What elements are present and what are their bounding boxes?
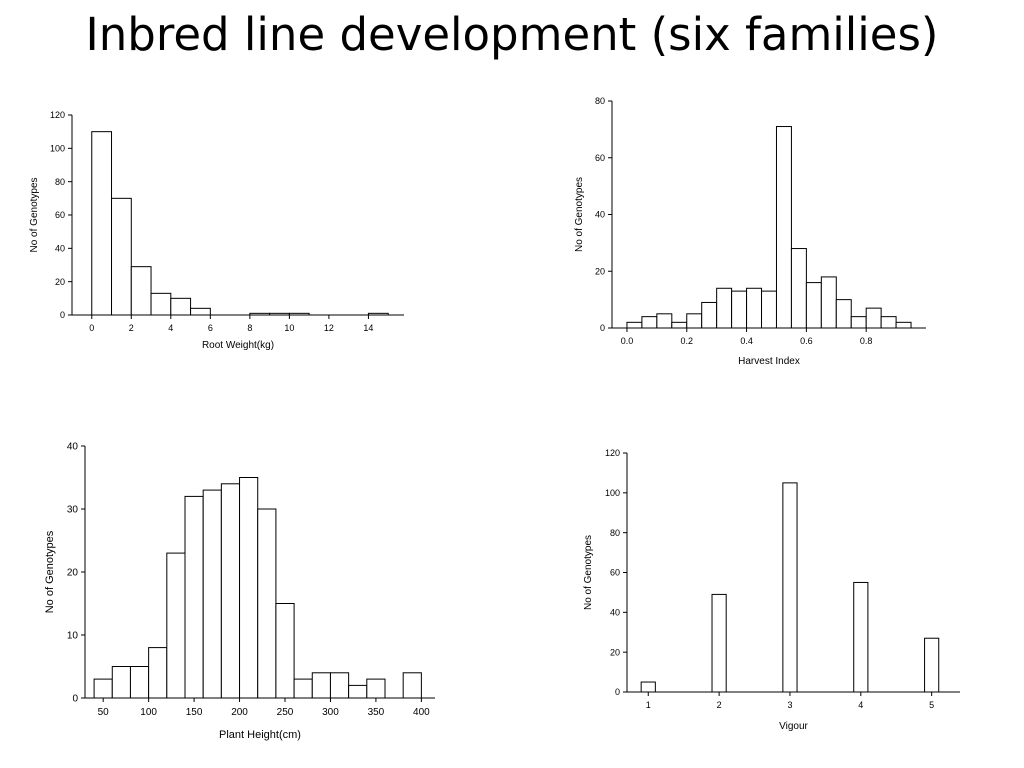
x-tick-label: 8 bbox=[247, 323, 252, 333]
x-tick-label: 0.0 bbox=[621, 336, 634, 346]
x-tick-label: 2 bbox=[717, 700, 722, 710]
histogram-bar bbox=[640, 681, 656, 693]
x-tick-label: 1 bbox=[646, 700, 651, 710]
x-tick-label: 2 bbox=[129, 323, 134, 333]
slide-title: Inbred line development (six families) bbox=[85, 8, 939, 61]
x-tick-label: 0.2 bbox=[681, 336, 694, 346]
x-axis-label: Root Weight(kg) bbox=[202, 340, 274, 351]
y-tick-label: 30 bbox=[67, 505, 79, 516]
y-axis-label: No of Genotypes bbox=[44, 530, 56, 613]
x-tick-label: 0.4 bbox=[740, 336, 753, 346]
x-tick-label: 350 bbox=[368, 707, 385, 718]
y-tick-label: 80 bbox=[595, 96, 605, 106]
y-tick-label: 60 bbox=[55, 210, 65, 220]
y-tick-label: 40 bbox=[595, 210, 605, 220]
histogram-bar bbox=[853, 581, 869, 693]
y-tick-label: 120 bbox=[50, 110, 65, 120]
histogram-bar bbox=[782, 482, 798, 693]
x-tick-label: 3 bbox=[787, 700, 792, 710]
y-axis-label: No of Genotypes bbox=[583, 535, 594, 610]
x-axis-label: Harvest Index bbox=[738, 356, 800, 367]
histogram-bar bbox=[924, 637, 940, 693]
y-tick-label: 20 bbox=[55, 277, 65, 287]
y-tick-label: 0 bbox=[60, 310, 65, 320]
y-tick-label: 100 bbox=[50, 143, 65, 153]
x-tick-label: 4 bbox=[168, 323, 173, 333]
y-tick-label: 20 bbox=[67, 568, 79, 579]
y-axis-label: No of Genotypes bbox=[574, 177, 585, 252]
y-tick-label: 40 bbox=[610, 607, 620, 617]
histogram-bar bbox=[711, 593, 727, 693]
x-tick-label: 50 bbox=[98, 707, 110, 718]
y-tick-label: 120 bbox=[605, 448, 620, 458]
x-tick-label: 5 bbox=[929, 700, 934, 710]
y-tick-label: 80 bbox=[55, 177, 65, 187]
x-tick-label: 250 bbox=[277, 707, 294, 718]
x-tick-label: 4 bbox=[858, 700, 863, 710]
y-tick-label: 40 bbox=[67, 442, 79, 453]
y-tick-label: 100 bbox=[605, 488, 620, 498]
y-tick-label: 0 bbox=[615, 687, 620, 697]
x-axis-label: Plant Height(cm) bbox=[219, 729, 301, 741]
y-tick-label: 20 bbox=[610, 647, 620, 657]
x-tick-label: 0.8 bbox=[860, 336, 873, 346]
x-tick-label: 6 bbox=[208, 323, 213, 333]
y-tick-label: 80 bbox=[610, 528, 620, 538]
y-tick-label: 60 bbox=[595, 153, 605, 163]
y-tick-label: 40 bbox=[55, 243, 65, 253]
x-axis-label: Vigour bbox=[779, 721, 808, 732]
x-tick-label: 14 bbox=[363, 323, 373, 333]
y-tick-label: 0 bbox=[600, 323, 605, 333]
y-tick-label: 0 bbox=[72, 694, 78, 705]
x-tick-label: 400 bbox=[413, 707, 430, 718]
x-tick-label: 0 bbox=[89, 323, 94, 333]
y-axis-label: No of Genotypes bbox=[29, 177, 40, 252]
x-tick-label: 12 bbox=[324, 323, 334, 333]
y-tick-label: 60 bbox=[610, 568, 620, 578]
x-tick-label: 0.6 bbox=[800, 336, 813, 346]
x-tick-label: 10 bbox=[284, 323, 294, 333]
x-tick-label: 150 bbox=[186, 707, 203, 718]
x-tick-label: 100 bbox=[140, 707, 157, 718]
x-tick-label: 300 bbox=[322, 707, 339, 718]
y-tick-label: 20 bbox=[595, 266, 605, 276]
x-tick-label: 200 bbox=[231, 707, 248, 718]
y-tick-label: 10 bbox=[67, 631, 79, 642]
